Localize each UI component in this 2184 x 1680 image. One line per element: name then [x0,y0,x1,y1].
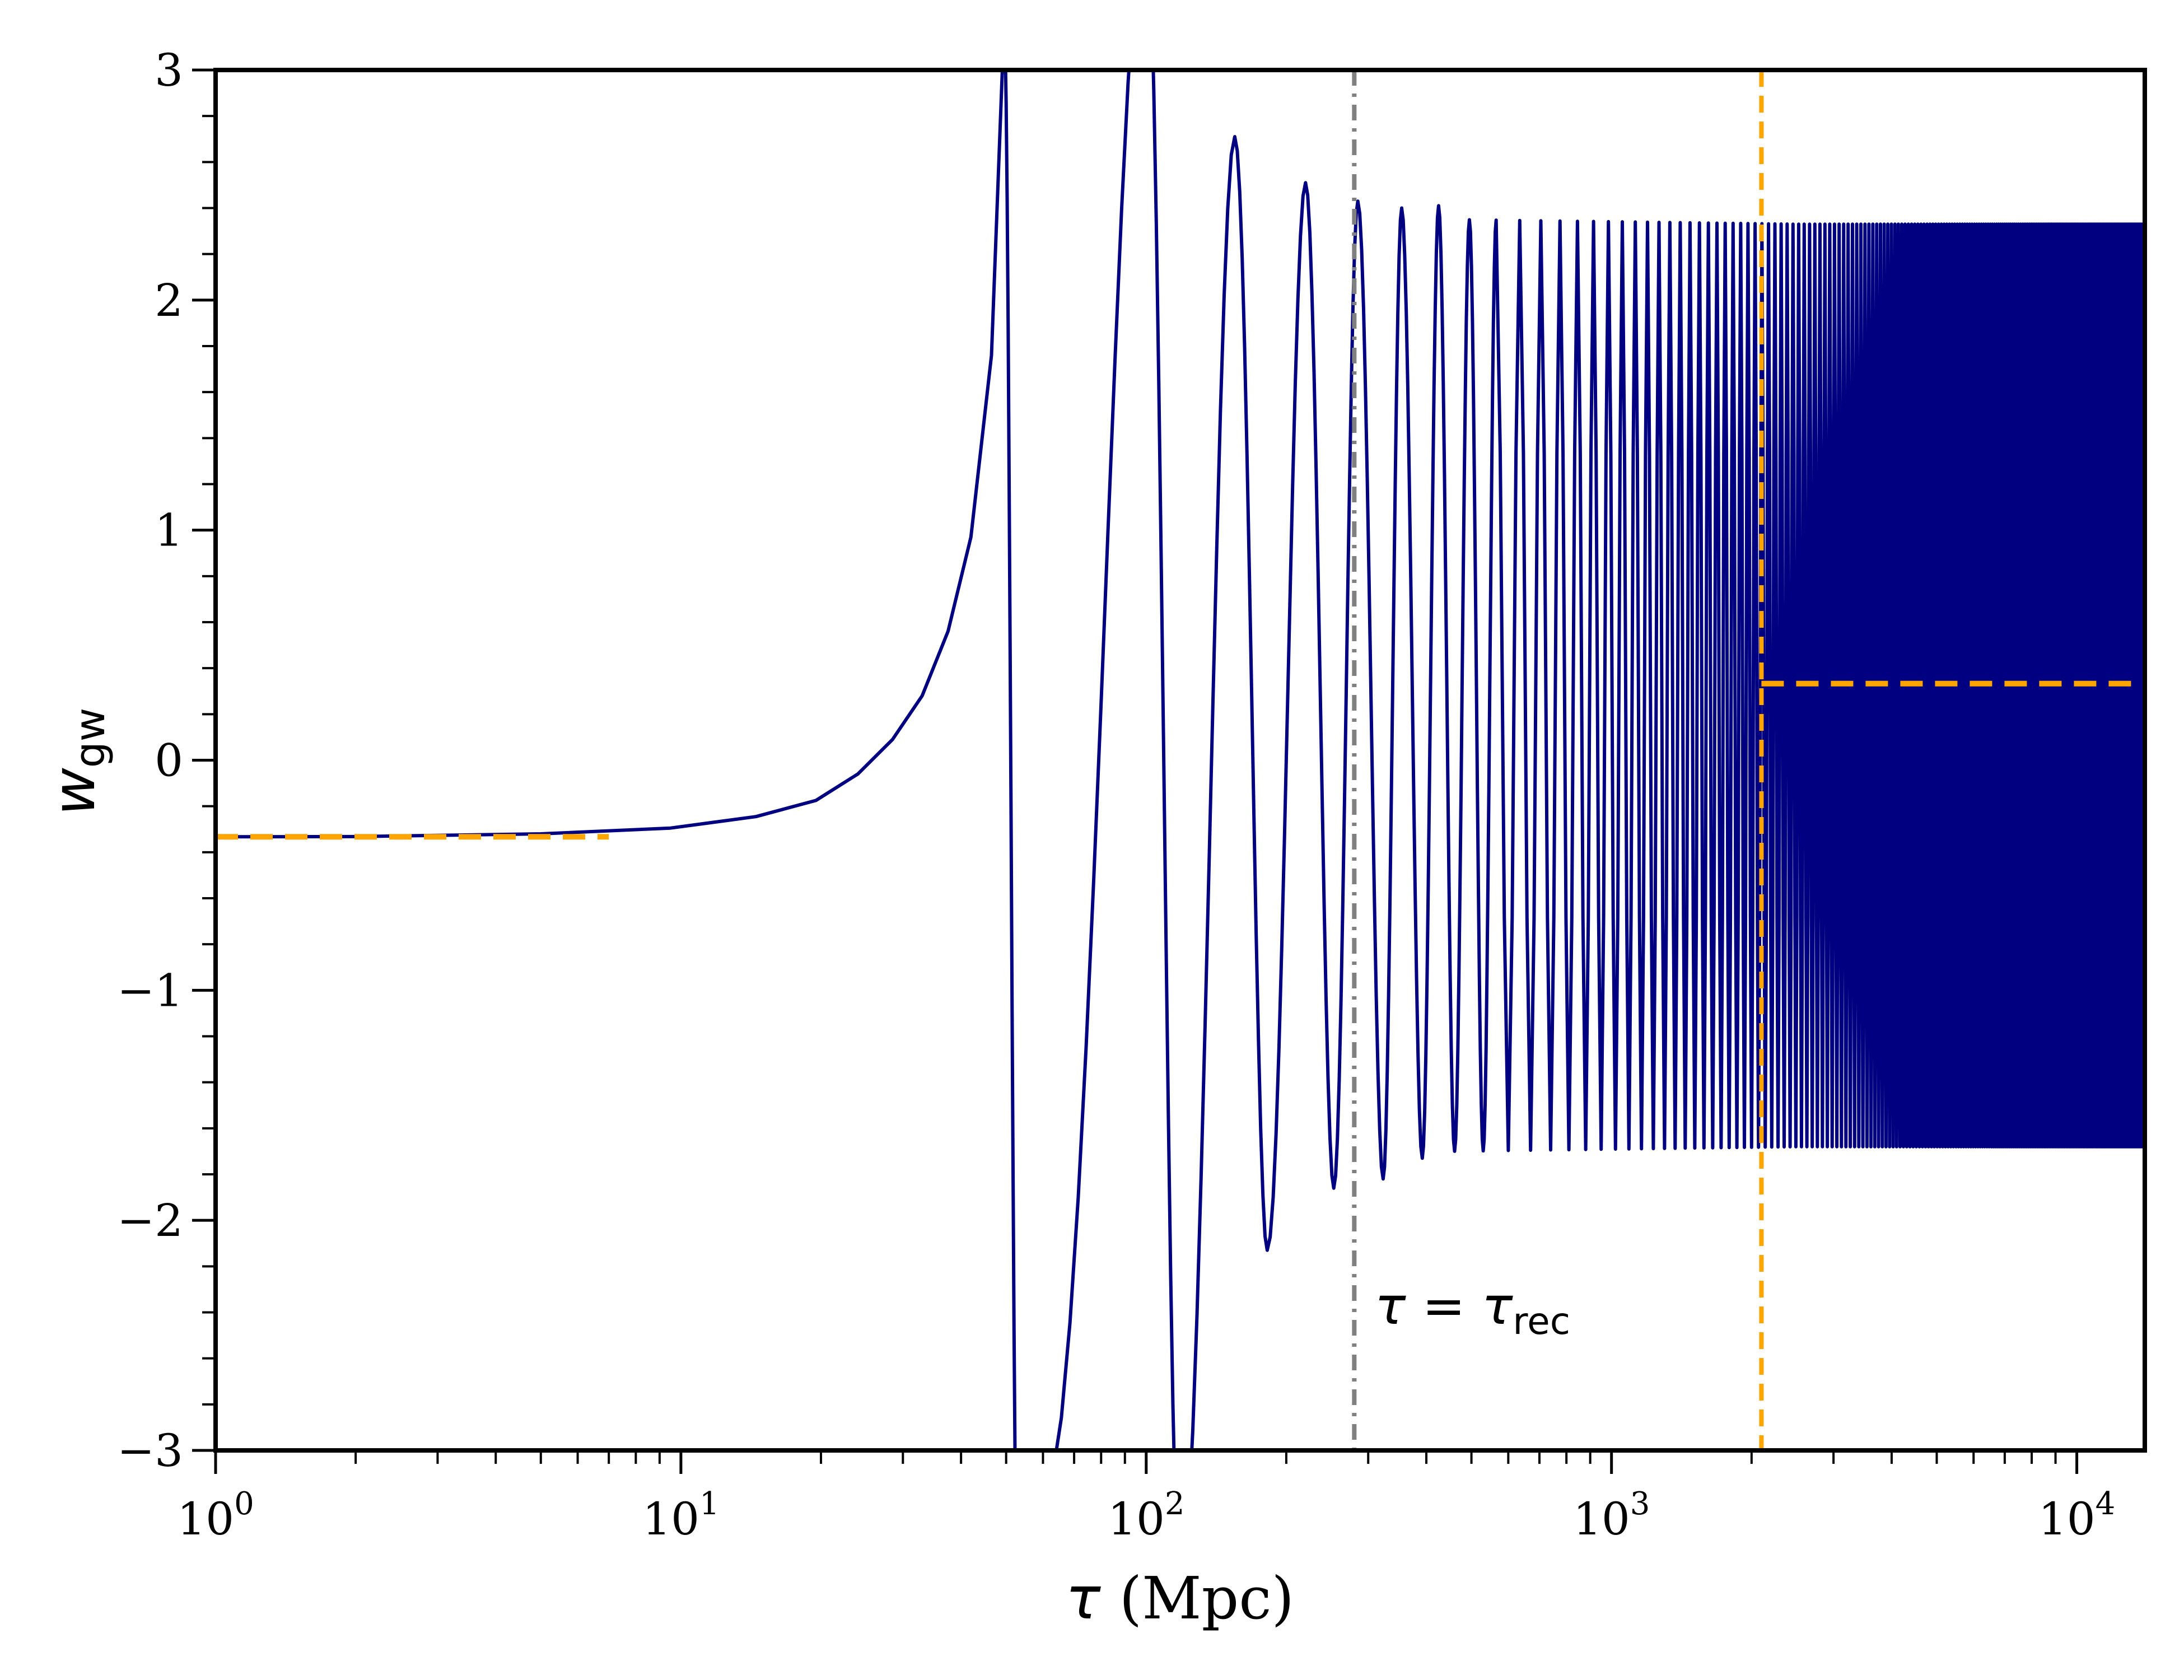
tau-rec-annotation: τ = τrec [1375,1276,1570,1343]
x-tick-label: 102 [1108,1486,1184,1545]
x-tick-label: 101 [642,1486,719,1545]
x-tick-label: 103 [1573,1486,1650,1545]
series-layer [216,70,2145,1450]
x-tick-label: 100 [177,1486,254,1545]
y-tick-label: −3 [117,1425,183,1477]
y-tick-label: 1 [155,505,183,557]
plot-frame [213,68,2147,1453]
y-tick-label: −1 [117,964,183,1016]
x-axis-label: τ (Mpc) [1066,1564,1294,1632]
x-tick-label: 104 [2038,1486,2115,1545]
y-tick-label: 2 [155,274,183,326]
y-tick-label: 0 [155,735,183,787]
y-tick-label: −2 [117,1194,183,1247]
y-axis-label: wgw [40,708,114,816]
y-tick-label: 3 [155,44,183,96]
label-layer: −3 −2 −1 0 1 2 3 100 101 102 103 104 [117,44,2115,1545]
wgw-curve [216,70,2145,1450]
